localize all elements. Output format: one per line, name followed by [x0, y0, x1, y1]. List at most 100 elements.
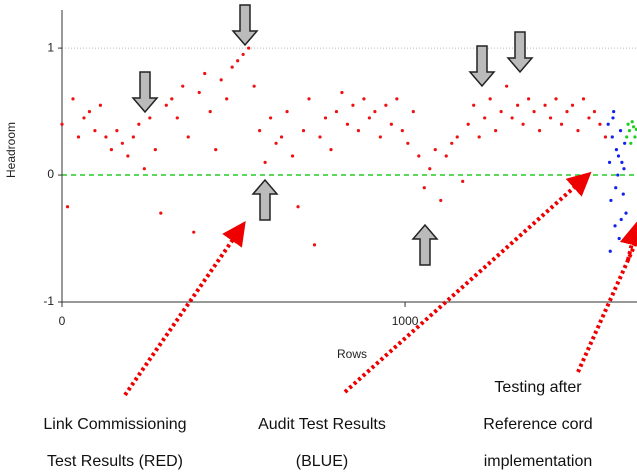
point: [312, 243, 317, 247]
point: [323, 116, 328, 120]
point: [241, 52, 245, 57]
point: [252, 84, 256, 88]
point: [296, 205, 300, 209]
point: [225, 97, 229, 101]
point: [65, 205, 70, 209]
point: [606, 122, 610, 126]
point: [607, 160, 612, 164]
point: [307, 97, 311, 101]
x-tick-label: 1000: [392, 314, 419, 328]
point: [389, 122, 393, 126]
point: [334, 109, 339, 114]
annotations: Link Commissioning Test Results (RED) Au…: [43, 379, 592, 470]
point: [587, 116, 591, 120]
point: [279, 135, 284, 139]
annotation: Test Results (RED): [47, 453, 183, 470]
point: [406, 141, 410, 145]
point: [378, 135, 382, 139]
point: [612, 109, 616, 114]
point: [236, 59, 240, 63]
point: [367, 116, 371, 120]
point: [614, 148, 619, 152]
point: [71, 97, 75, 101]
point: [592, 109, 597, 114]
plot-area: -1 0 1 0 1000: [43, 10, 637, 328]
point: [466, 122, 470, 126]
point: [164, 103, 168, 107]
point: [428, 167, 432, 171]
point: [395, 97, 399, 101]
point: [208, 109, 212, 114]
y-axis-label: Headroom: [4, 122, 18, 178]
point: [627, 129, 632, 133]
point: [565, 109, 569, 114]
point: [422, 186, 426, 190]
point: [345, 122, 350, 126]
point: [634, 127, 637, 131]
point: [192, 230, 196, 234]
x-axis-label: Rows: [337, 347, 367, 361]
point: [433, 148, 437, 152]
annotation: Audit Test Results: [258, 416, 386, 433]
point: [630, 120, 634, 124]
point: [621, 192, 625, 196]
point: [617, 236, 621, 241]
point: [576, 129, 580, 133]
point: [472, 103, 476, 107]
point: [197, 90, 201, 95]
point: [362, 97, 366, 101]
point: [623, 141, 627, 145]
point: [87, 109, 92, 114]
point: [614, 186, 618, 190]
point: [170, 97, 174, 101]
point: [461, 179, 465, 183]
point: [131, 135, 135, 139]
point: [417, 154, 421, 158]
point: [76, 135, 81, 139]
point: [148, 116, 152, 120]
point: [329, 148, 333, 152]
point: [274, 141, 278, 145]
point: [268, 116, 273, 120]
point: [258, 129, 262, 133]
x-tick-label: 0: [59, 314, 66, 328]
point: [620, 160, 624, 164]
point: [521, 122, 525, 126]
point: [104, 135, 108, 139]
y-tick-label: -1: [43, 294, 54, 308]
point: [625, 135, 629, 139]
point: [126, 154, 130, 158]
point: [499, 109, 503, 114]
point: [115, 129, 119, 133]
y-tick-label: 0: [47, 167, 54, 181]
point: [411, 109, 415, 114]
red-arrows: [123, 171, 637, 397]
point: [214, 148, 218, 152]
point: [633, 135, 637, 139]
point: [613, 224, 617, 228]
point: [318, 135, 322, 139]
point: [285, 109, 289, 114]
annotation: implementation: [484, 453, 593, 470]
point: [263, 160, 267, 164]
point: [608, 249, 612, 253]
point: [384, 103, 388, 107]
annotation: Reference cord: [483, 416, 592, 433]
point: [444, 154, 448, 158]
point: [626, 122, 630, 126]
point: [631, 125, 636, 129]
point: [624, 211, 628, 215]
point: [230, 65, 234, 69]
point: [219, 78, 223, 82]
point: [581, 97, 586, 101]
annotation: Testing after: [494, 379, 582, 396]
point: [483, 116, 487, 120]
point: [153, 148, 157, 152]
point: [510, 116, 514, 120]
annotation: (BLUE): [296, 453, 348, 470]
point: [137, 122, 141, 126]
point: [340, 90, 344, 95]
y-tick-label: 1: [47, 40, 54, 54]
point: [554, 97, 558, 101]
